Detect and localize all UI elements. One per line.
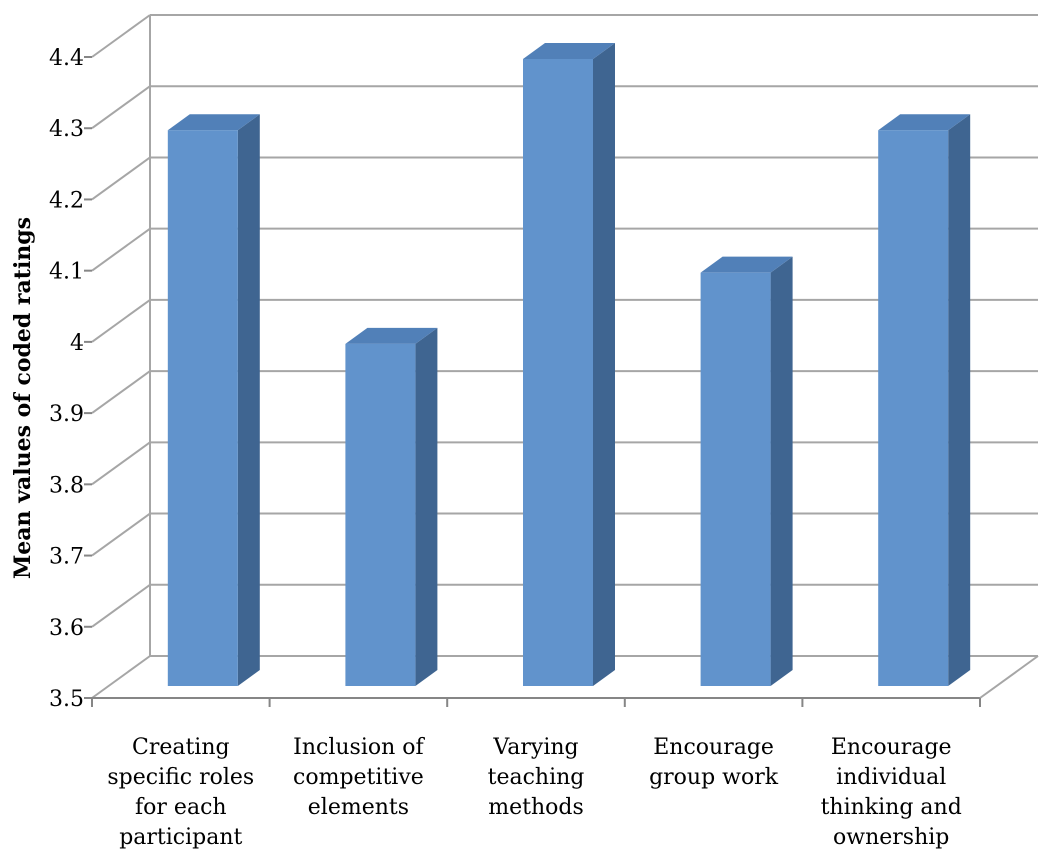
gridline-side-4 xyxy=(91,370,151,414)
bar-1 xyxy=(345,327,438,686)
bar-side xyxy=(770,256,793,686)
gridline-side-6 xyxy=(91,227,151,272)
bar-side xyxy=(593,43,615,686)
bar-front xyxy=(878,130,949,686)
y-tick-label: 3.7 xyxy=(49,545,84,570)
bar-front xyxy=(700,272,771,686)
bar-front xyxy=(345,343,416,686)
bar-top xyxy=(345,327,438,344)
y-tick-label: 4.3 xyxy=(49,117,84,142)
x-category-label-line: thinking and xyxy=(821,795,962,820)
bar-3 xyxy=(700,256,793,686)
gridline-side-0 xyxy=(91,655,151,699)
x-category-label-line: competitive xyxy=(293,765,424,790)
bar-top xyxy=(700,256,793,273)
bar-front xyxy=(167,130,238,686)
y-tick-label: 4.4 xyxy=(49,46,84,71)
bar-0 xyxy=(167,114,260,686)
x-category-label-line: individual xyxy=(836,765,946,790)
x-category-label: Creating specific roles for each participan… xyxy=(107,735,254,850)
x-category-label-line: Creating xyxy=(132,735,230,760)
y-tick-label: 4 xyxy=(70,331,84,356)
bar-top xyxy=(167,114,260,131)
x-category-label-line: Varying xyxy=(492,735,578,760)
y-tick-label: 4.1 xyxy=(49,260,84,285)
x-category-label-line: Encourage xyxy=(831,735,952,760)
x-category-label-line: specific roles xyxy=(107,765,254,790)
gridline-side-7 xyxy=(91,156,151,201)
x-category-label-line: ownership xyxy=(833,825,949,850)
bar-top xyxy=(523,43,615,59)
bar-4 xyxy=(878,114,971,686)
gridline-side-8 xyxy=(91,85,151,130)
gridline-side-2 xyxy=(91,512,151,557)
bar-front xyxy=(523,59,593,686)
x-category-label-line: Inclusion of xyxy=(293,735,425,760)
bar-side xyxy=(948,114,971,686)
gridline-side-3 xyxy=(91,441,151,486)
x-category-label: Varying teaching methods xyxy=(488,735,585,820)
y-tick-label: 3.6 xyxy=(49,616,84,641)
x-category-label: Inclusion of competitive elements xyxy=(293,735,425,820)
y-tick-label: 4.2 xyxy=(49,188,84,213)
x-category-label-line: methods xyxy=(488,795,584,820)
gridline-side-1 xyxy=(91,583,151,628)
x-category-label-line: group work xyxy=(649,765,779,790)
x-category-label: Encourage group work xyxy=(649,735,779,790)
bar-top xyxy=(878,114,971,131)
x-category-label-line: teaching xyxy=(488,765,585,790)
bars-layer xyxy=(167,43,971,686)
bar-side xyxy=(415,327,438,686)
x-category-label-line: Encourage xyxy=(653,735,774,760)
labels-layer: 3.5 3.6 3.7 3.8 3.9 4 4.1 4.2 4.3 4.4 Creating spec… xyxy=(49,46,962,850)
x-category-label: Encourage individual thinking and ownership xyxy=(821,735,962,850)
floor-right-edge xyxy=(979,655,1039,699)
x-category-label-line: for each xyxy=(135,795,227,820)
bar-2 xyxy=(523,43,615,686)
y-tick-label: 3.8 xyxy=(49,473,84,498)
y-axis-title: Mean values of coded ratings xyxy=(10,217,36,579)
gridline-side-9 xyxy=(91,14,151,58)
y-tick-label: 3.5 xyxy=(49,687,84,712)
gridline-side-5 xyxy=(91,299,151,343)
bar-side xyxy=(237,114,260,686)
x-category-label-line: participant xyxy=(119,825,242,850)
y-tick-label: 3.9 xyxy=(49,402,84,427)
x-category-label-line: elements xyxy=(308,795,409,820)
